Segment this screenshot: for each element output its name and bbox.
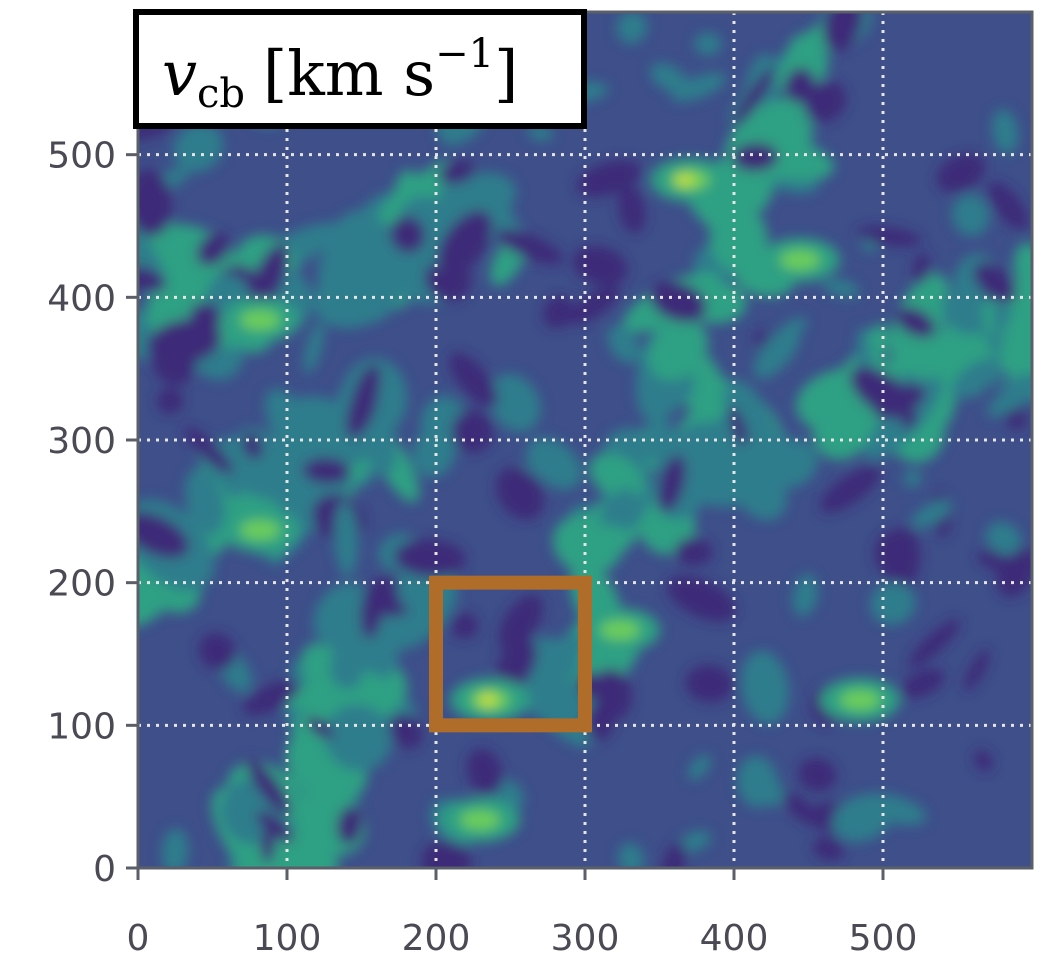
x-tick-label: 0 bbox=[127, 918, 150, 959]
x-tick-label: 300 bbox=[551, 918, 620, 959]
x-tick-label: 500 bbox=[849, 918, 918, 959]
label-part: v bbox=[162, 37, 197, 110]
x-tick-label: 200 bbox=[402, 918, 471, 959]
colorbar-label: vcb [km s−1] bbox=[162, 31, 518, 117]
y-tick-label: 300 bbox=[47, 421, 116, 462]
x-tick-label: 400 bbox=[700, 918, 769, 959]
axes: 0 100 200 300 400 500 0 100 200 300 400 500 vcb [km s… bbox=[47, 9, 1034, 959]
label-part: [km s bbox=[263, 37, 435, 110]
y-tick-label: 200 bbox=[47, 564, 116, 605]
y-tick-label: 500 bbox=[47, 136, 116, 177]
contour-field bbox=[138, 12, 1032, 868]
label-part: cb bbox=[197, 71, 245, 117]
x-tick-label: 100 bbox=[253, 918, 322, 959]
highlight-box bbox=[429, 575, 592, 733]
label-box bbox=[133, 9, 587, 129]
label-part: −1 bbox=[435, 31, 494, 77]
label-part: ] bbox=[494, 37, 518, 110]
y-tick-label: 100 bbox=[47, 706, 116, 747]
y-tick-label: 400 bbox=[47, 278, 116, 319]
y-tick-label: 0 bbox=[93, 849, 116, 890]
